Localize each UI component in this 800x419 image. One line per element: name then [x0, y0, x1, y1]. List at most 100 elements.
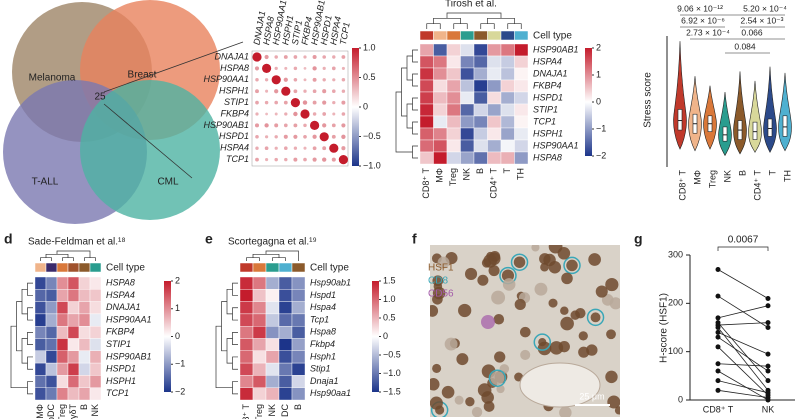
correlation-dot — [303, 55, 307, 59]
correlation-dot — [293, 66, 298, 71]
gene-label: HSP90AA1 — [203, 74, 249, 84]
colorbar-label: 1.0 — [383, 294, 396, 304]
heatmap-cell — [419, 67, 434, 81]
correlation-dot — [293, 146, 298, 150]
point — [765, 395, 771, 401]
heatmap-cell — [500, 67, 515, 81]
heatmap-cell — [487, 43, 502, 57]
heatmap-cell — [433, 67, 448, 81]
y-tick-label: 100 — [668, 346, 683, 356]
correlation-dot — [341, 100, 346, 105]
point — [715, 329, 721, 335]
correlation-dot — [264, 123, 269, 128]
dendrogram — [232, 307, 238, 321]
correlation-dot — [312, 54, 317, 60]
correlation-dot — [303, 78, 307, 82]
correlation-dot — [284, 157, 288, 162]
row-label: HSP90AB1 — [533, 44, 579, 54]
heatmap-cell — [487, 115, 502, 129]
correlation-dot — [283, 123, 288, 128]
nucleus — [578, 346, 590, 358]
heatmap-cell — [239, 289, 254, 302]
nucleus — [548, 298, 558, 308]
annotation-label: Cell type — [106, 263, 145, 274]
gene-label: HSPA8 — [220, 63, 249, 73]
heatmap-title: Scortegagna et al.¹⁹ — [228, 237, 317, 248]
correlation-dot — [255, 78, 259, 82]
correlation-dot — [284, 146, 288, 150]
heatmap-cell — [252, 387, 267, 401]
pair-line — [717, 380, 769, 394]
correlation-dot — [274, 146, 278, 150]
correlation-dot — [322, 123, 327, 128]
heatmap-cell — [67, 301, 80, 315]
violin — [733, 71, 747, 155]
heatmap-cell — [45, 289, 58, 302]
point — [715, 315, 721, 321]
correlation-dot — [303, 89, 307, 93]
correlation-dot — [322, 55, 326, 59]
heatmap-cell — [473, 79, 488, 93]
x-tick-label: MΦ — [692, 170, 702, 185]
dendrogram — [412, 145, 418, 159]
gene-label: HSPA4 — [328, 16, 343, 46]
cell-type-annotation — [67, 262, 80, 273]
nucleus — [430, 378, 440, 391]
colorbar-label: 1.5 — [383, 275, 396, 285]
correlation-dot — [322, 66, 326, 71]
colorbar-label: −2 — [175, 386, 185, 396]
heatmap-cell — [446, 151, 461, 165]
nucleus — [534, 282, 548, 296]
correlation-dot — [274, 66, 278, 71]
heatmap-cell — [265, 350, 280, 364]
column-label: pDC — [46, 404, 56, 419]
correlation-dot — [310, 120, 320, 130]
heatmap-cell — [265, 362, 280, 376]
correlation-dot — [293, 78, 298, 82]
dendrogram — [453, 23, 468, 29]
correlation-dot — [254, 123, 260, 128]
nucleus — [454, 395, 464, 405]
heatmap-cell — [278, 289, 293, 302]
dendrogram — [21, 288, 28, 315]
cell-type-annotation — [514, 30, 529, 41]
correlation-dot — [283, 55, 288, 59]
heatmap-cell — [239, 350, 254, 364]
pair-line — [717, 389, 769, 398]
heatmap-cell — [252, 301, 267, 315]
nucleus — [606, 329, 616, 340]
correlation-dot — [341, 66, 345, 70]
heatmap-cell — [45, 313, 58, 327]
correlation-dot — [341, 112, 346, 116]
row-label: FKBP4 — [106, 327, 135, 337]
correlation-dot — [290, 98, 300, 108]
column-label: TH — [516, 168, 526, 180]
heatmap-cell — [487, 139, 502, 153]
correlation-dot — [264, 135, 269, 139]
heatmap-cell — [67, 289, 80, 302]
dendrogram — [226, 288, 233, 315]
correlation-dot — [332, 55, 336, 59]
nucleus — [538, 338, 547, 347]
bracket — [717, 246, 769, 251]
point — [765, 378, 771, 384]
heatmap-cell — [291, 362, 306, 376]
correlation-dot — [264, 100, 269, 105]
heatmap-cell — [34, 362, 47, 376]
cell-type-annotation — [56, 262, 69, 273]
row-label: HSPA4 — [533, 56, 562, 66]
nucleus — [456, 353, 469, 366]
correlation-dot — [332, 100, 336, 105]
pair-line — [717, 327, 769, 391]
correlation-dot — [322, 146, 327, 151]
cd8-cell — [488, 369, 507, 387]
cell-type-annotation — [291, 262, 306, 273]
heatmap-cell — [45, 326, 58, 339]
heatmap-cell — [460, 55, 475, 69]
p-value: 9.06 × 10⁻¹² — [677, 3, 723, 13]
row-label: Hspa4 — [310, 302, 336, 312]
heatmap-cell — [291, 338, 306, 352]
point — [715, 267, 721, 272]
heatmap-cell — [433, 139, 448, 153]
